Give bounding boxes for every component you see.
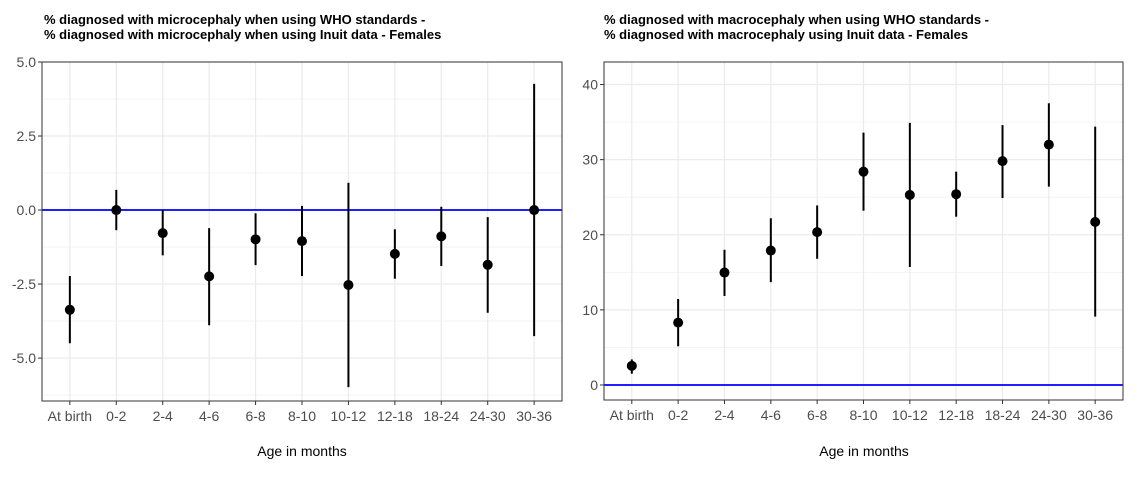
data-point: [204, 271, 215, 282]
x-tick-label: 0-2: [668, 407, 688, 423]
x-tick-label: 4-6: [199, 408, 219, 424]
data-point: [436, 231, 447, 242]
x-tick-label: 30-36: [1077, 407, 1113, 423]
x-tick-label: 8-10: [849, 407, 877, 423]
panel-1: % diagnosed with microcephaly when using…: [12, 12, 563, 459]
x-tick-label: At birth: [610, 407, 654, 423]
data-point: [529, 205, 540, 216]
data-point: [343, 279, 354, 290]
x-tick-label: 12-18: [377, 408, 413, 424]
x-tick-label: 2-4: [153, 408, 173, 424]
x-tick-label: 4-6: [761, 407, 781, 423]
y-tick-label: 30: [582, 152, 598, 168]
y-tick-label: 0: [590, 377, 598, 393]
x-tick-label: 10-12: [892, 407, 928, 423]
data-point: [389, 248, 400, 259]
x-tick-label: 0-2: [106, 408, 126, 424]
x-tick-label: 30-36: [516, 408, 552, 424]
x-tick-label: 18-24: [423, 408, 459, 424]
plot-border: [41, 61, 563, 402]
data-point: [812, 227, 823, 238]
y-tick-label: -2.5: [12, 276, 36, 292]
x-tick-label: 10-12: [331, 408, 367, 424]
y-tick-label: -5.0: [12, 350, 36, 366]
y-tick-label: 5.0: [17, 54, 37, 70]
data-point: [765, 245, 776, 256]
data-point: [64, 304, 75, 315]
x-tick-label: 24-30: [1031, 407, 1067, 423]
y-tick-label: 0.0: [17, 202, 37, 218]
data-point: [951, 189, 962, 200]
panel-2: % diagnosed with macrocephaly when using…: [582, 12, 1124, 459]
chart-title-line: % diagnosed with macrocephaly when using…: [604, 12, 989, 27]
data-point: [858, 166, 869, 177]
data-point: [904, 189, 915, 200]
data-point: [297, 236, 307, 247]
x-tick-label: 8-10: [288, 408, 316, 424]
data-point: [719, 267, 730, 278]
y-tick-label: 20: [582, 227, 598, 243]
x-tick-label: At birth: [48, 408, 92, 424]
chart-title-line: % diagnosed with microcephaly when using…: [44, 27, 441, 42]
data-point: [111, 205, 122, 216]
x-axis-label: Age in months: [819, 443, 909, 459]
x-tick-label: 6-8: [807, 407, 827, 423]
x-tick-label: 2-4: [714, 407, 734, 423]
data-point: [626, 360, 637, 371]
chart-title-line: % diagnosed with microcephaly when using…: [44, 12, 425, 27]
x-tick-label: 24-30: [470, 408, 506, 424]
x-tick-label: 6-8: [245, 408, 265, 424]
x-tick-label: 12-18: [938, 407, 974, 423]
data-point: [673, 317, 684, 328]
y-tick-label: 40: [582, 77, 598, 93]
y-tick-label: 2.5: [17, 128, 37, 144]
data-point: [250, 234, 261, 245]
data-point: [1043, 139, 1054, 150]
data-point: [997, 156, 1008, 167]
data-point: [1090, 216, 1101, 227]
x-tick-label: 18-24: [985, 407, 1021, 423]
data-point: [157, 228, 168, 239]
x-axis-label: Age in months: [257, 443, 347, 459]
chart-title-line: % diagnosed with macrocephaly using Inui…: [604, 27, 968, 42]
data-point: [482, 259, 493, 270]
plot-border: [603, 61, 1124, 401]
y-tick-label: 10: [582, 302, 598, 318]
